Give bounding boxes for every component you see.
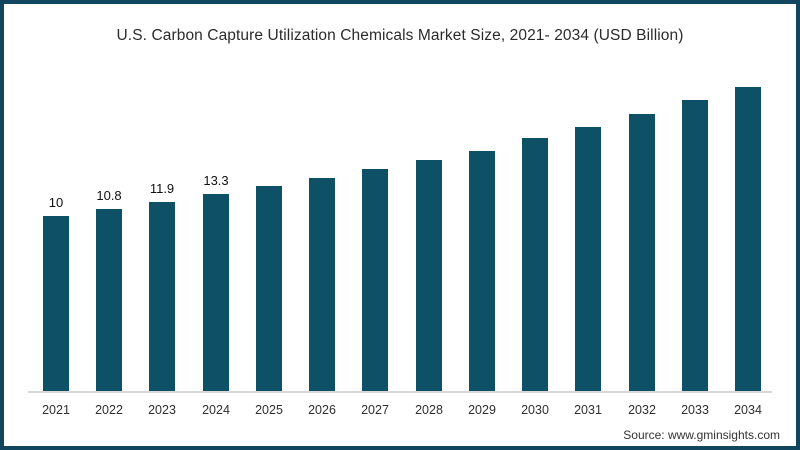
bar-value-label-2023: 11.9 [149,181,175,196]
x-tick-label-2032: 2032 [628,403,656,417]
x-tick-label-2030: 2030 [521,403,549,417]
x-tick-label-2029: 2029 [468,403,496,417]
bar-2028 [416,160,442,392]
x-axis-line [28,391,772,393]
bar-2027 [362,169,388,392]
x-axis-labels: 2021 2022 2023 2024 2025 2026 2027 2028 2029 2030… [42,403,762,421]
bar-value-label-2022: 10.8 [96,188,122,203]
bar-value-label-2021: 10 [48,195,64,210]
bar-2031 [575,127,601,392]
x-tick-label-2022: 2022 [95,403,123,417]
bar-2033 [682,100,708,392]
bar-chart-plot-area: 10 10.8 11.9 13.3 [43,4,761,392]
x-tick-label-2033: 2033 [681,403,709,417]
bar-2030 [522,138,548,392]
bar-value-label-2024: 13.3 [203,173,229,188]
bar-2029 [469,151,495,392]
x-tick-label-2027: 2027 [361,403,389,417]
bar-2024 [203,194,229,392]
bar-2025 [256,186,282,392]
x-tick-label-2021: 2021 [42,403,70,417]
x-tick-label-2028: 2028 [415,403,443,417]
x-tick-label-2031: 2031 [574,403,602,417]
x-tick-label-2026: 2026 [308,403,336,417]
x-tick-label-2034: 2034 [734,403,762,417]
bar-2034 [735,87,761,392]
x-tick-label-2025: 2025 [255,403,283,417]
bar-2026 [309,178,335,392]
x-tick-label-2023: 2023 [148,403,176,417]
bar-2032 [629,114,655,392]
source-attribution: Source: www.gminsights.com [623,428,780,442]
bar-2023 [149,202,175,392]
bar-2021 [43,216,69,392]
chart-title: U.S. Carbon Capture Utilization Chemical… [116,27,684,44]
bar-2022 [96,209,122,392]
x-tick-label-2024: 2024 [202,403,230,417]
